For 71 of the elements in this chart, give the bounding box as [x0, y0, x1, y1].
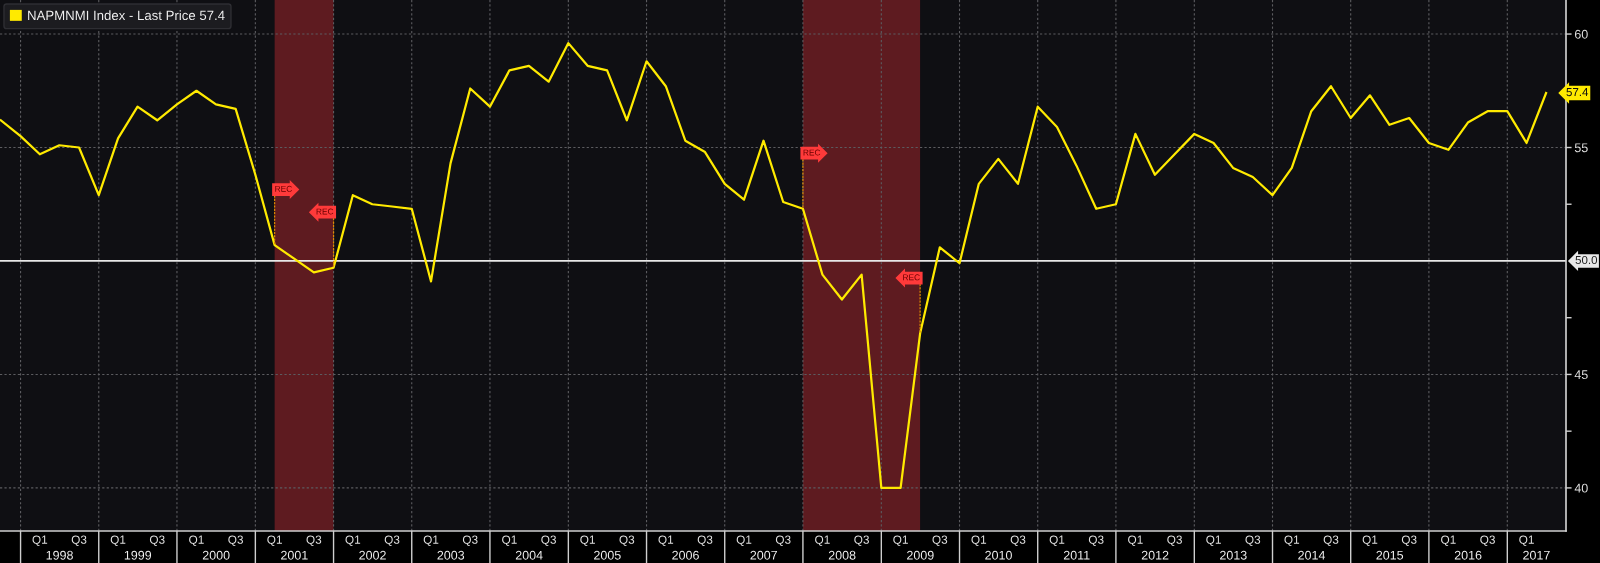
x-tick-label: Q3	[854, 535, 869, 546]
x-tick-label: Q3	[228, 535, 244, 546]
x2-tick-label: 1999	[124, 550, 152, 560]
x-tick-label: Q3	[1167, 535, 1182, 546]
x2-tick-label: 2006	[672, 550, 699, 560]
x-tick-label: Q1	[1128, 535, 1143, 546]
x-tick-label: Q1	[971, 535, 987, 546]
x-tick-label: Q3	[384, 535, 400, 546]
ref-line-label: 50.0	[1575, 255, 1598, 265]
y-tick-label: 60	[1574, 29, 1588, 39]
x-tick-label: Q3	[1480, 535, 1495, 546]
annotation: REC	[275, 185, 292, 192]
x-tick-label: Q3	[775, 535, 791, 546]
x-tick-label: Q1	[1519, 535, 1534, 546]
x2-tick-label: 2010	[985, 550, 1012, 560]
x-tick-label: Q3	[1088, 535, 1104, 546]
x2-tick-label: 2003	[437, 550, 465, 560]
x-tick-label: Q3	[932, 535, 948, 546]
x-tick-label: Q1	[189, 535, 204, 546]
annotation: REC	[316, 208, 334, 215]
x2-tick-label: 2016	[1454, 550, 1482, 560]
x-tick-label: Q1	[580, 535, 595, 546]
x-tick-label: Q1	[1284, 535, 1300, 546]
data-label: 57.4	[1566, 88, 1589, 97]
x-tick-label: Q3	[541, 535, 556, 546]
legend-label: NAPMNMI Index - Last Price 57.4	[28, 10, 225, 21]
y-tick-label: 40	[1574, 483, 1588, 493]
x-tick-label: Q3	[1010, 535, 1026, 546]
x-tick-label: Q1	[267, 535, 282, 546]
line-series	[0, 42, 1548, 490]
x2-tick-label: 2004	[515, 550, 543, 560]
x2-tick-label: 2009	[907, 550, 934, 560]
x-tick-label: Q1	[658, 535, 674, 546]
x2-tick-label: 2002	[359, 550, 386, 560]
annotation: REC	[903, 274, 920, 281]
x-tick-label: Q1	[1441, 535, 1456, 546]
x2-tick-label: 2011	[1063, 550, 1090, 560]
x-tick-label: Q1	[110, 535, 126, 546]
x-tick-label: Q3	[149, 535, 165, 546]
x2-tick-label: 2014	[1298, 550, 1326, 560]
x-tick-label: Q1	[1362, 535, 1378, 546]
x-tick-label: Q1	[1206, 535, 1221, 546]
y-tick-label: 55	[1574, 143, 1588, 153]
x2-tick-label: 2005	[594, 550, 621, 560]
y-tick-label: 45	[1574, 370, 1588, 380]
x-tick-label: Q1	[32, 535, 48, 546]
x2-tick-label: 2017	[1523, 550, 1550, 560]
x-tick-label: Q1	[423, 535, 439, 546]
x-tick-label: Q1	[736, 535, 752, 546]
x2-tick-label: 2007	[750, 550, 777, 560]
x-tick-label: Q1	[502, 535, 517, 546]
x-tick-label: Q3	[71, 535, 87, 546]
annotation: REC	[803, 149, 821, 156]
x-tick-label: Q3	[306, 535, 322, 546]
x-tick-label: Q3	[1323, 535, 1339, 546]
x-tick-label: Q1	[815, 535, 830, 546]
x-tick-label: Q3	[462, 535, 478, 546]
x2-tick-label: 2013	[1220, 550, 1247, 560]
x2-tick-label: 1998	[46, 550, 73, 560]
x2-tick-label: 2000	[202, 550, 230, 560]
x2-tick-label: 2012	[1141, 550, 1169, 560]
x-tick-label: Q3	[1401, 535, 1417, 546]
x-tick-label: Q3	[697, 535, 713, 546]
x2-tick-label: 2008	[828, 550, 856, 560]
x-tick-label: Q1	[345, 535, 361, 546]
x-tick-label: Q1	[893, 535, 908, 546]
x2-tick-label: 2001	[281, 550, 308, 560]
x2-tick-label: 2015	[1376, 550, 1404, 560]
x-tick-label: Q1	[1049, 535, 1065, 546]
x-tick-label: Q3	[1245, 535, 1261, 546]
x-tick-label: Q3	[619, 535, 635, 546]
